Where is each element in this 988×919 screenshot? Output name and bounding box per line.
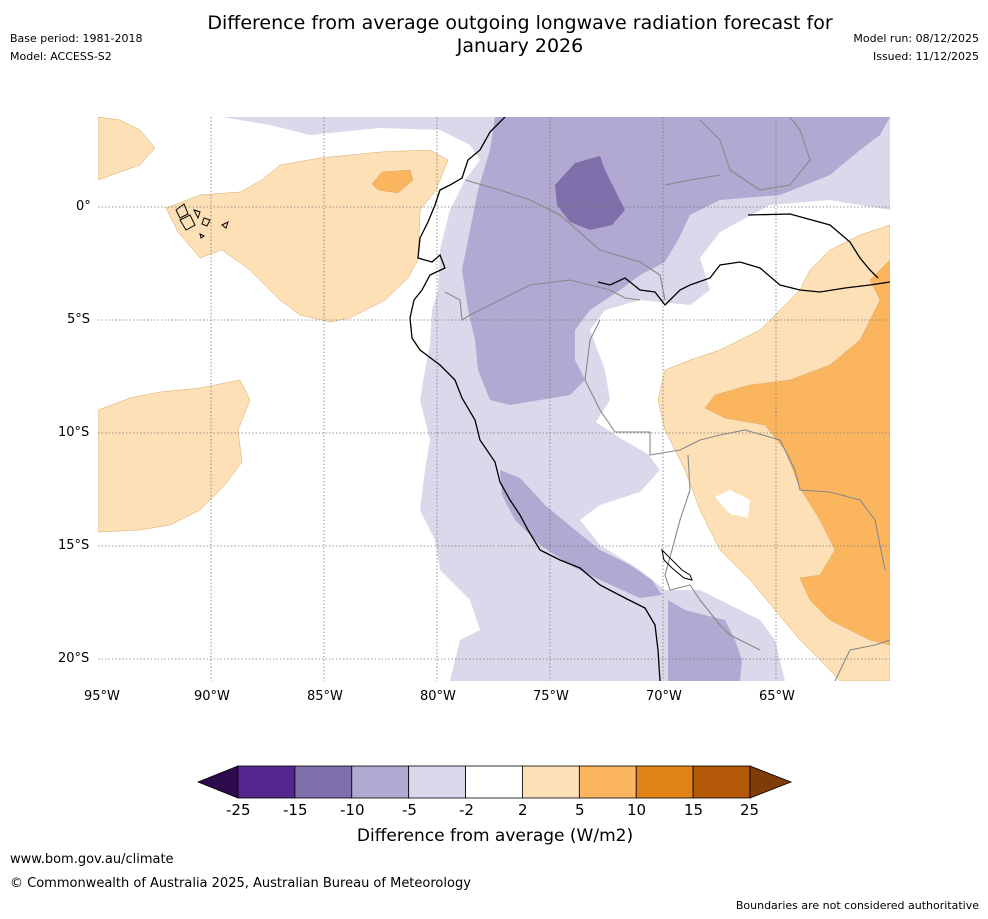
graticule xyxy=(98,117,890,681)
base-period: Base period: 1981-2018 xyxy=(10,32,143,45)
colorbar-box xyxy=(351,765,410,799)
lon-label-70w: 70°W xyxy=(646,689,682,704)
colorbar-box xyxy=(408,765,466,799)
anomaly-region-top-left xyxy=(98,117,156,181)
footer-disclaimer: Boundaries are not considered authoritat… xyxy=(735,899,979,912)
colorbar-box xyxy=(635,765,694,799)
colorbar-label-2: 2 xyxy=(518,801,528,819)
colorbar-label-neg15: -15 xyxy=(283,801,308,819)
colorbar-box xyxy=(237,765,296,799)
lat-label-0: 0° xyxy=(76,199,91,214)
colorbar-arrow-high xyxy=(749,765,793,799)
colorbar-label-15: 15 xyxy=(684,801,704,819)
meta-right: Model run: 08/12/2025 Issued: 11/12/2025 xyxy=(853,32,979,68)
lon-label-95w: 95°W xyxy=(84,689,120,704)
colorbar-title: Difference from average (W/m2) xyxy=(356,826,634,846)
anomaly-region-purple-spot xyxy=(742,118,756,130)
lat-label-20s: 20°S xyxy=(58,651,90,666)
colorbar-label-neg25: -25 xyxy=(226,801,251,819)
model-run-date: Model run: 08/12/2025 xyxy=(853,32,979,45)
lat-label-10s: 10°S xyxy=(58,425,90,440)
colorbar-box xyxy=(294,765,353,799)
colorbar xyxy=(196,765,793,799)
anomaly-region-pacific-north-core xyxy=(371,169,414,194)
colorbar-box xyxy=(465,765,523,799)
model-name: Model: ACCESS-S2 xyxy=(10,50,112,63)
title-line-2: January 2026 xyxy=(456,35,584,57)
lon-label-65w: 65°W xyxy=(759,689,795,704)
country-borders xyxy=(444,117,890,681)
lon-label-80w: 80°W xyxy=(420,689,456,704)
title-line-1: Difference from average outgoing longwav… xyxy=(207,12,833,34)
lon-label-75w: 75°W xyxy=(533,689,569,704)
colorbar-box xyxy=(522,765,580,799)
colorbar-label-25: 25 xyxy=(740,801,760,819)
colorbar-boxes xyxy=(237,765,751,799)
footer-copyright: © Commonwealth of Australia 2025, Austra… xyxy=(10,876,471,891)
anomaly-region-white-hole xyxy=(715,490,750,518)
anomaly-region-purple-coastal xyxy=(500,470,662,598)
anomaly-region-dark-purple xyxy=(555,156,625,230)
map-plot-area xyxy=(98,117,890,681)
lat-label-5s: 5°S xyxy=(67,312,91,327)
lon-label-85w: 85°W xyxy=(307,689,343,704)
footer-url: www.bom.gov.au/climate xyxy=(10,852,174,867)
anomaly-region-amazon-east-core xyxy=(704,259,890,646)
colorbar-arrow-low xyxy=(196,765,239,799)
anomaly-region-purple-south xyxy=(668,600,742,681)
colorbar-label-neg10: -10 xyxy=(340,801,365,819)
map-title: Difference from average outgoing longwav… xyxy=(160,12,880,58)
colorbar-label-neg2: -2 xyxy=(459,801,474,819)
anomaly-region-pacific-south xyxy=(98,379,251,533)
coastline xyxy=(409,117,890,681)
lake-titicaca xyxy=(661,548,693,581)
colorbar-box xyxy=(578,765,637,799)
galapagos-islands xyxy=(175,203,229,239)
lon-label-90w: 90°W xyxy=(194,689,230,704)
issued-date: Issued: 11/12/2025 xyxy=(872,50,979,63)
colorbar-label-5: 5 xyxy=(575,801,585,819)
colorbar-box xyxy=(692,765,751,799)
lat-label-15s: 15°S xyxy=(58,538,90,553)
anomaly-region-pacific-north xyxy=(165,149,449,323)
colorbar-label-neg5: -5 xyxy=(402,801,417,819)
anomaly-region-lavender xyxy=(222,117,890,681)
colorbar-label-10: 10 xyxy=(627,801,647,819)
meta-left: Base period: 1981-2018 Model: ACCESS-S2 xyxy=(10,32,142,68)
